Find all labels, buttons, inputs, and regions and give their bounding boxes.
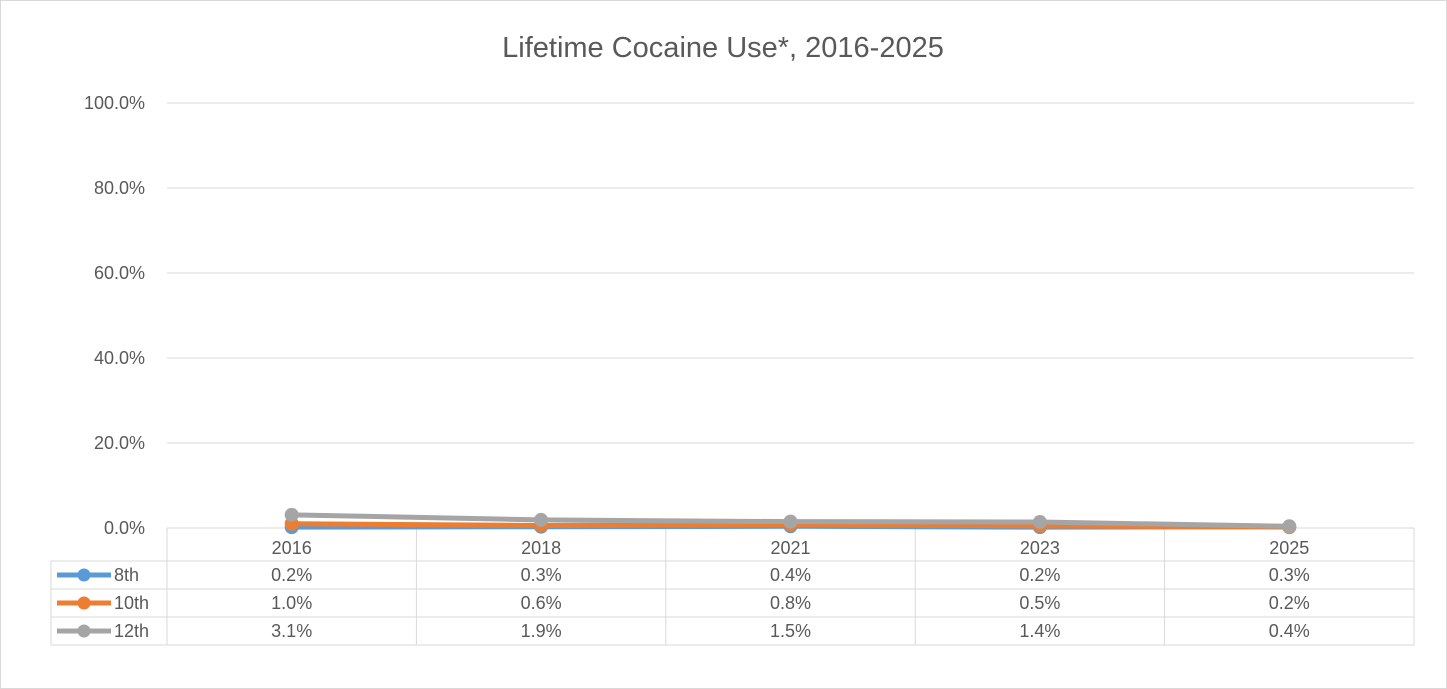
y-tick-label: 80.0% <box>94 178 145 198</box>
data-table-cell: 3.1% <box>271 621 312 641</box>
y-tick-label: 40.0% <box>94 348 145 368</box>
legend-label: 10th <box>114 593 149 613</box>
data-table-cell: 1.5% <box>770 621 811 641</box>
data-table-cell: 0.2% <box>1019 565 1060 585</box>
x-category-label: 2025 <box>1269 538 1309 558</box>
y-tick-label: 0.0% <box>104 518 145 538</box>
legend-key-marker <box>77 596 91 610</box>
x-category-label: 2018 <box>521 538 561 558</box>
data-table-cell: 0.5% <box>1019 593 1060 613</box>
data-point-12th <box>1282 519 1297 534</box>
x-category-label: 2016 <box>272 538 312 558</box>
y-axis: 0.0% 20.0% 40.0% 60.0% 80.0% 100.0% <box>84 93 145 538</box>
legend-label: 8th <box>114 565 139 585</box>
data-table: 2016 2018 2021 2023 2025 8th 0.2% 0.3% 0.4% 0.2% 0… <box>50 527 1415 646</box>
legend-key-marker <box>77 568 91 582</box>
data-point-12th <box>284 507 299 522</box>
series-group <box>284 507 1297 535</box>
gridlines <box>167 102 1414 529</box>
data-table-cell: 0.3% <box>521 565 562 585</box>
legend-key-marker <box>77 624 91 638</box>
data-table-cell: 0.4% <box>1269 621 1310 641</box>
data-table-cell: 0.3% <box>1269 565 1310 585</box>
data-point-12th <box>534 512 549 527</box>
legend-label: 12th <box>114 621 149 641</box>
y-tick-label: 60.0% <box>94 263 145 283</box>
data-point-12th <box>783 514 798 529</box>
data-table-cell: 0.8% <box>770 593 811 613</box>
data-table-cell: 1.9% <box>521 621 562 641</box>
y-tick-label: 20.0% <box>94 433 145 453</box>
data-table-cell: 0.2% <box>1269 593 1310 613</box>
data-table-cell: 1.0% <box>271 593 312 613</box>
data-table-cell: 0.4% <box>770 565 811 585</box>
x-category-label: 2021 <box>770 538 810 558</box>
x-category-label: 2023 <box>1020 538 1060 558</box>
data-table-cell: 0.2% <box>271 565 312 585</box>
data-table-cell: 1.4% <box>1019 621 1060 641</box>
y-tick-label: 100.0% <box>84 93 145 113</box>
data-point-12th <box>1032 515 1047 530</box>
data-table-cell: 0.6% <box>521 593 562 613</box>
chart-title: Lifetime Cocaine Use*, 2016-2025 <box>502 32 944 64</box>
